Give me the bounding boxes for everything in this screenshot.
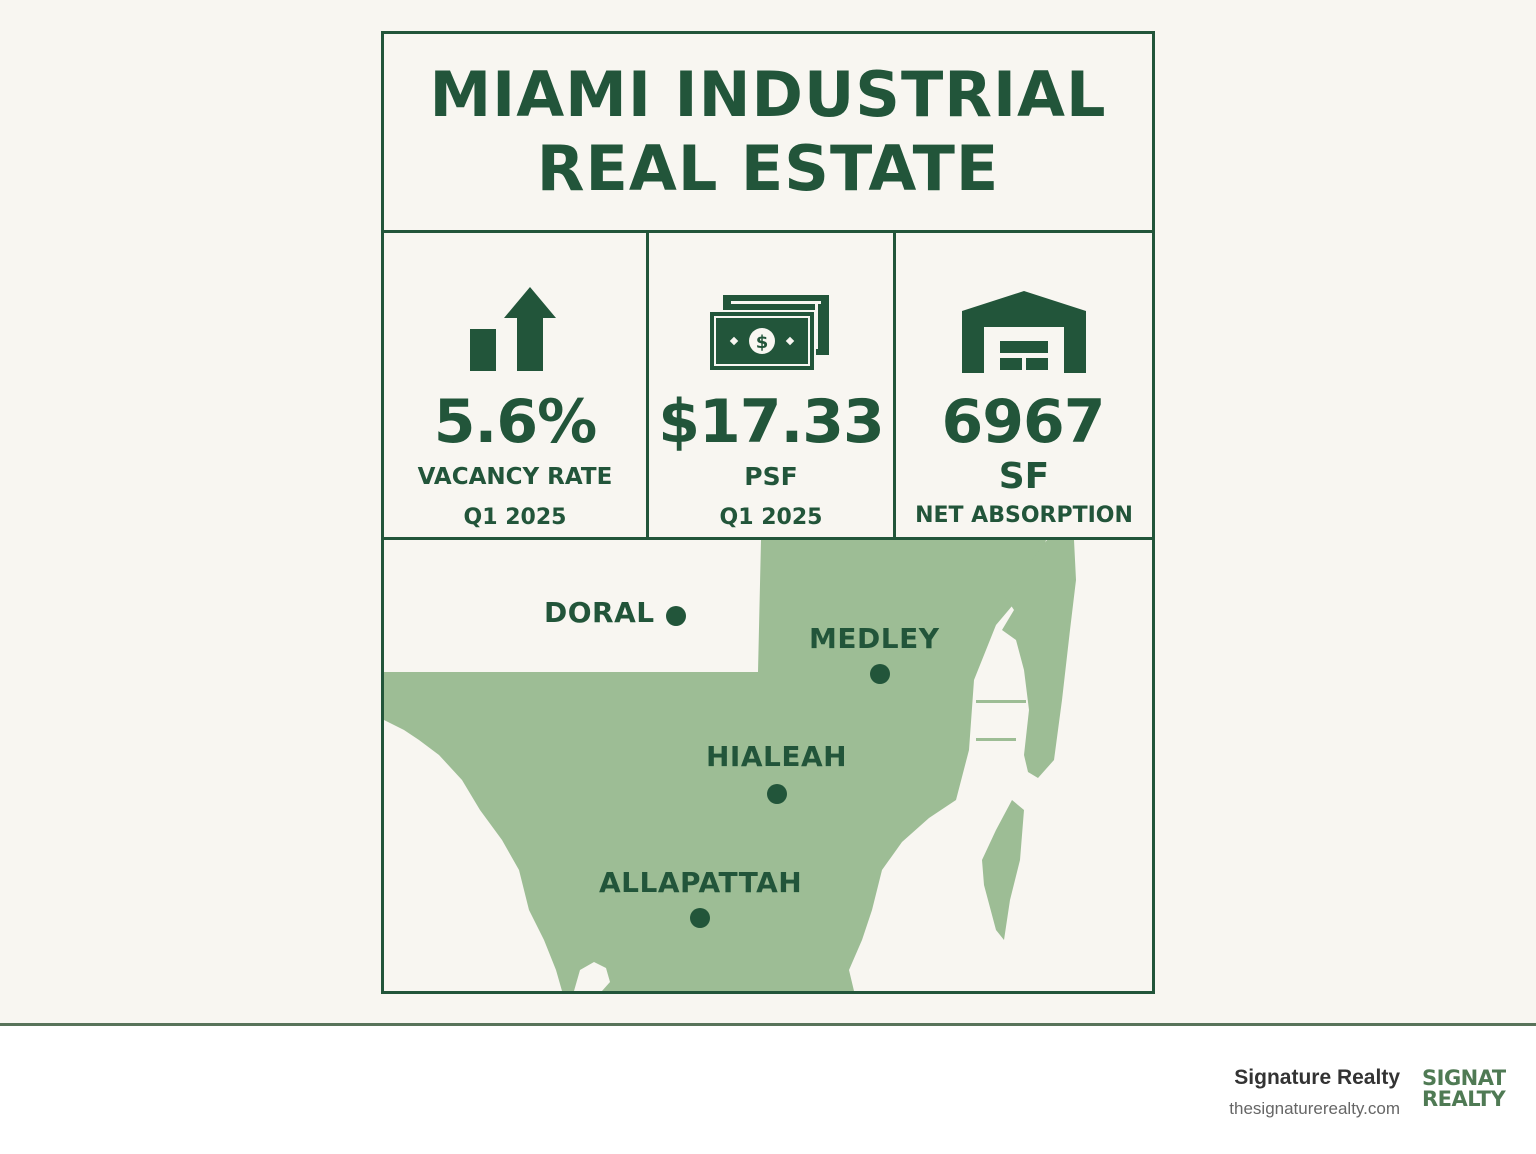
rent-label: PSF <box>744 462 798 491</box>
svg-text:$: $ <box>756 332 769 353</box>
vacancy-period: Q1 2025 <box>463 505 567 530</box>
warehouse-icon <box>962 255 1086 373</box>
rent-period: Q1 2025 <box>719 505 823 530</box>
vacancy-label: VACANCY RATE <box>417 464 613 490</box>
land-shape <box>384 540 1076 991</box>
absorption-value: 69670 <box>941 387 1107 457</box>
logo-line-1: SIGNATURE <box>1422 1068 1506 1090</box>
place-marker-allapattah[interactable] <box>690 908 710 928</box>
brand-url[interactable]: thesignaturerealty.com <box>1229 1099 1400 1118</box>
title-line-2: REAL ESTATE <box>536 132 1000 205</box>
stat-rent-psf: $ $17.33 PSF Q1 2025 <box>646 233 893 537</box>
infographic-card: MIAMI INDUSTRIAL REAL ESTATE 5.6% VACANC… <box>381 31 1155 994</box>
stat-vacancy-rate: 5.6% VACANCY RATE Q1 2025 <box>384 233 646 537</box>
stats-row: 5.6% VACANCY RATE Q1 2025 $ $17.33 <box>384 233 1152 540</box>
place-marker-hialeah[interactable] <box>767 784 787 804</box>
footer-divider <box>0 1023 1536 1026</box>
place-marker-medley[interactable] <box>870 664 890 684</box>
money-bills-icon: $ <box>709 255 833 373</box>
map-area: DORAL MEDLEY HIALEAH ALLAPATTAH <box>384 540 1152 991</box>
place-label-doral: DORAL <box>544 596 655 629</box>
place-label-hialeah: HIALEAH <box>706 740 848 773</box>
stat-net-absorption: 69670 SF NET ABSORPTION <box>893 233 1152 537</box>
vacancy-value: 5.6% <box>433 387 597 457</box>
title-box: MIAMI INDUSTRIAL REAL ESTATE <box>384 34 1152 233</box>
absorption-unit: SF <box>998 456 1050 497</box>
absorption-label: NET ABSORPTION <box>915 503 1133 528</box>
footer-brand: Signature Realty thesignaturerealty.com <box>1229 1064 1400 1122</box>
logo-line-2: REALTY <box>1422 1087 1506 1111</box>
place-label-medley: MEDLEY <box>809 622 940 655</box>
title-line-1: MIAMI INDUSTRIAL <box>429 58 1107 131</box>
brand-logo: SIGNATURE REALTY <box>1422 1068 1506 1116</box>
place-label-allapattah: ALLAPATTAH <box>599 866 803 899</box>
place-marker-doral[interactable] <box>666 606 686 626</box>
bar-up-arrow-icon <box>470 255 560 373</box>
brand-name: Signature Realty <box>1234 1066 1400 1089</box>
rent-value: $17.33 <box>658 387 884 457</box>
